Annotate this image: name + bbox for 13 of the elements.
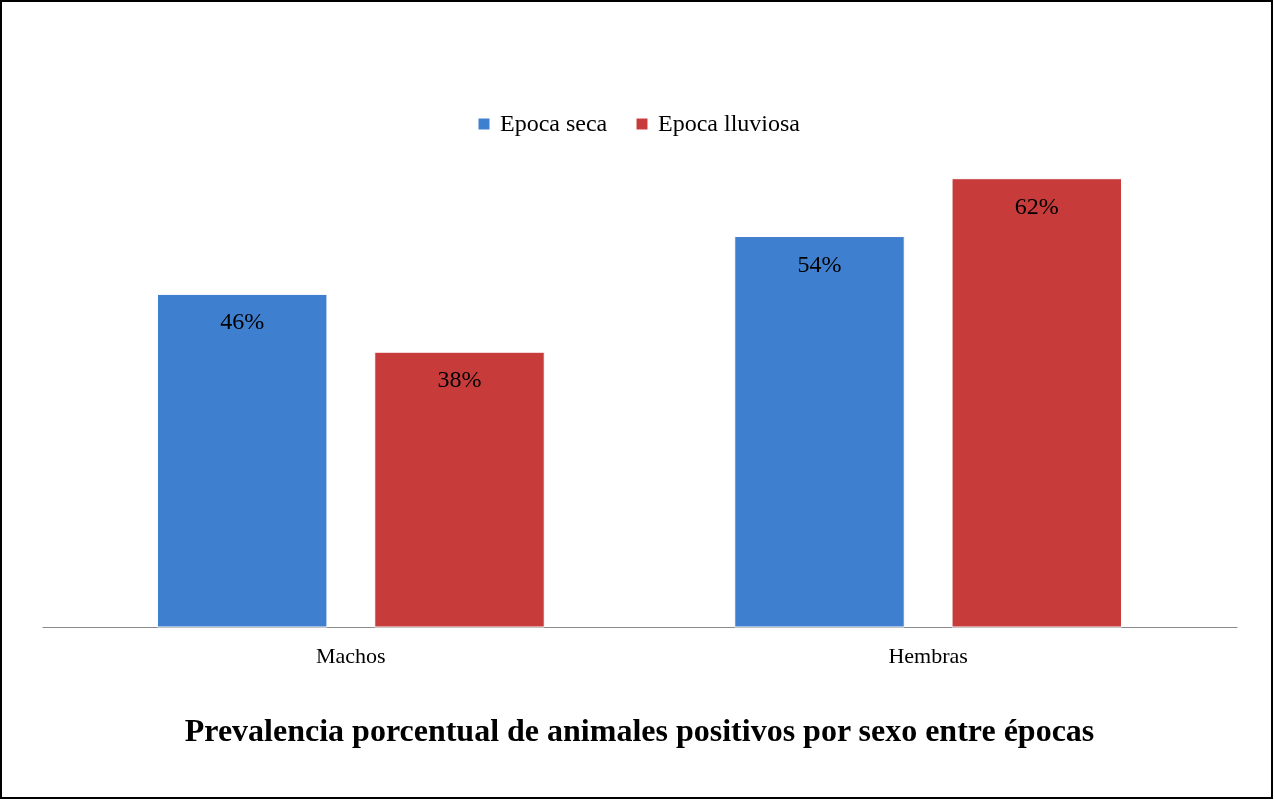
data-label: 62% bbox=[1014, 192, 1059, 219]
data-label: 54% bbox=[797, 250, 842, 277]
bar bbox=[374, 351, 545, 628]
legend-label: Epoca lluviosa bbox=[658, 110, 801, 136]
bar bbox=[951, 178, 1123, 628]
data-label: 38% bbox=[437, 366, 482, 393]
legend-label: Epoca seca bbox=[500, 110, 608, 136]
data-label: 46% bbox=[220, 308, 265, 335]
x-tick-label: Hembras bbox=[888, 642, 968, 668]
text: Prevalencia porcentual de animales positivos por sexo entre épocas bbox=[184, 712, 1095, 748]
bar bbox=[156, 293, 328, 628]
x-tick-label: Machos bbox=[316, 642, 386, 668]
bar bbox=[734, 236, 905, 628]
